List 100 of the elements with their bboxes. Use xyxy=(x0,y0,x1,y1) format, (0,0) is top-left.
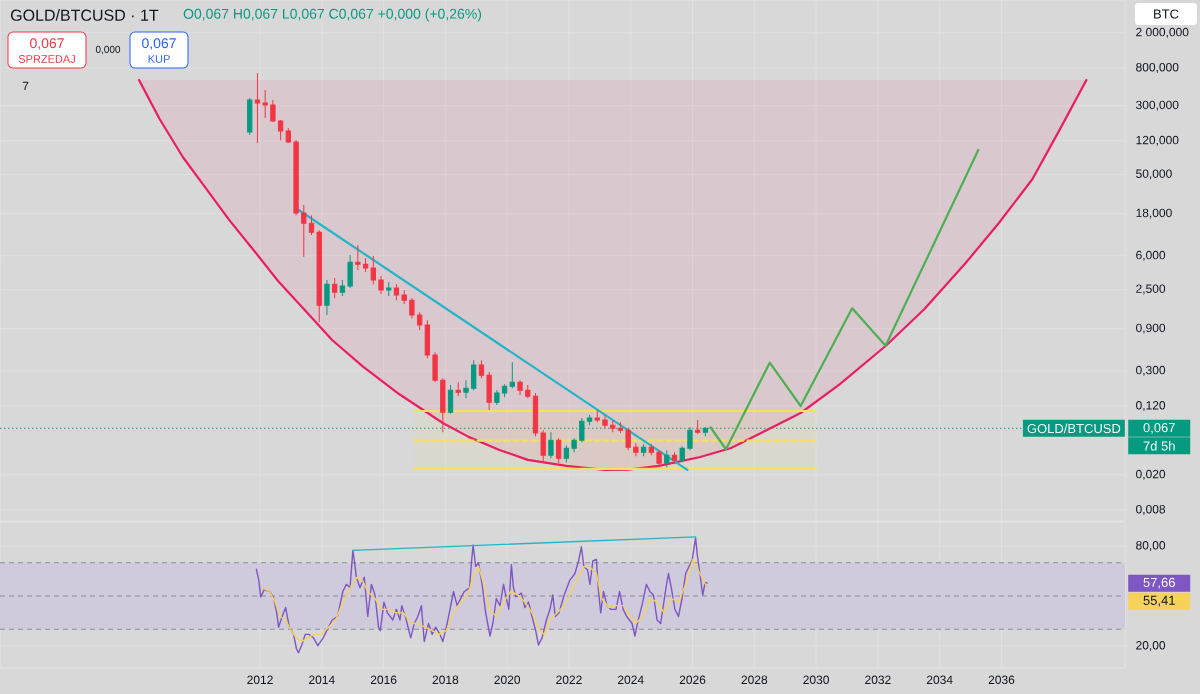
candlestick xyxy=(640,443,647,457)
candlestick xyxy=(486,371,492,411)
candlestick xyxy=(501,383,508,398)
y-tick-label: 2,500 xyxy=(1136,284,1166,295)
y-tick-label: 120,000 xyxy=(1136,135,1179,146)
annotation: 0,000 xyxy=(95,45,121,55)
candlestick xyxy=(610,419,616,433)
candlestick xyxy=(571,437,577,453)
x-tick-label: 2018 xyxy=(432,675,459,685)
candlestick xyxy=(347,254,353,289)
candlestick xyxy=(687,426,693,451)
candlestick xyxy=(633,442,639,457)
candlestick xyxy=(424,319,431,359)
text: 7d 5h xyxy=(1143,440,1175,451)
y-tick-label: 0,008 xyxy=(1136,505,1166,515)
x-tick-label: 2024 xyxy=(617,675,644,685)
x-tick-label: 2026 xyxy=(679,675,706,685)
candlestick xyxy=(656,449,662,468)
candlestick xyxy=(285,127,291,144)
candlestick xyxy=(617,421,624,434)
candlestick xyxy=(316,229,322,323)
candlestick xyxy=(262,89,268,119)
candlestick xyxy=(440,377,446,433)
candlestick xyxy=(293,139,299,216)
y-tick-label: 0,900 xyxy=(1136,323,1166,334)
line-series xyxy=(255,537,708,654)
candlestick xyxy=(355,244,361,271)
line-series xyxy=(709,148,980,451)
candlestick xyxy=(563,444,570,463)
ref-line-label: GOLD/BTCUSD xyxy=(1027,423,1121,434)
y-tick-label: 0,120 xyxy=(1136,401,1166,411)
y-tick-label: 18,000 xyxy=(1136,208,1172,219)
y-tick-label: 300,000 xyxy=(1136,100,1179,111)
annotation: 0,067 xyxy=(30,38,64,50)
candlestick xyxy=(270,99,276,123)
y-tick-label: 80,00 xyxy=(1136,541,1166,551)
candlestick xyxy=(308,214,315,236)
chart-title: GOLD/BTCUSD · 1T xyxy=(11,9,159,21)
y-tick-label: 2 000,000 xyxy=(1136,27,1189,38)
candlestick xyxy=(594,409,600,423)
candlestick xyxy=(679,445,685,463)
annotation: KUP xyxy=(148,55,170,63)
x-tick-label: 2022 xyxy=(556,675,582,685)
candlestick xyxy=(277,119,284,141)
x-tick-label: 2036 xyxy=(988,675,1015,685)
candlestick xyxy=(409,297,415,319)
line-series xyxy=(261,558,708,643)
x-tick-label: 2020 xyxy=(494,675,521,685)
candlestick xyxy=(548,431,554,459)
candlestick xyxy=(393,283,400,301)
candlestick xyxy=(494,389,500,406)
text: 55,41 xyxy=(1143,595,1175,607)
candlestick xyxy=(648,443,654,456)
x-tick-label: 2016 xyxy=(370,675,397,685)
candlestick xyxy=(324,279,330,316)
candlestick xyxy=(362,257,369,273)
candlestick xyxy=(525,384,531,399)
candlestick xyxy=(386,281,392,297)
y-tick-label: 800,000 xyxy=(1136,63,1179,73)
text: 57,66 xyxy=(1143,577,1175,589)
y-tick-label: 6,000 xyxy=(1136,250,1166,261)
candlestick xyxy=(254,72,261,144)
candlestick xyxy=(517,379,523,396)
text: O0,067 H0,067 L0,067 C0,067 +0,000 (+0,26%) xyxy=(183,8,482,22)
candlestick xyxy=(602,414,608,429)
x-tick-label: 2032 xyxy=(865,675,891,685)
candlestick xyxy=(463,379,469,399)
annotation: SPRZEDAJ xyxy=(18,55,75,63)
candlestick xyxy=(332,277,338,299)
y-tick-label: 20,00 xyxy=(1136,641,1166,651)
text: 0,067 xyxy=(1143,423,1175,434)
candlestick xyxy=(432,351,438,383)
x-tick-label: 2028 xyxy=(741,675,768,685)
candlestick xyxy=(671,451,678,465)
annotation: 0,067 xyxy=(142,38,176,50)
candlestick xyxy=(370,255,376,285)
candlestick xyxy=(247,97,253,136)
candlestick xyxy=(339,279,346,297)
x-tick-label: 2014 xyxy=(309,675,335,685)
candlestick xyxy=(401,289,407,305)
candlestick xyxy=(471,359,477,391)
y-axis-title: BTC xyxy=(1154,9,1179,19)
y-tick-label: 50,000 xyxy=(1136,169,1172,180)
candlestick xyxy=(509,361,515,389)
candlestick xyxy=(625,427,631,451)
candlestick xyxy=(556,437,562,464)
y-tick-label: 0,300 xyxy=(1136,365,1166,376)
candlestick xyxy=(664,449,670,468)
candlestick xyxy=(455,381,461,397)
candlestick xyxy=(586,414,593,426)
y-tick-label: 0,020 xyxy=(1136,469,1166,480)
candlestick xyxy=(378,275,384,295)
x-tick-label: 2034 xyxy=(926,675,953,685)
candlestick xyxy=(478,359,485,379)
candlestick xyxy=(416,311,423,331)
candlestick xyxy=(301,204,307,258)
candlestick xyxy=(540,429,546,464)
annotation: 7 xyxy=(22,81,29,91)
candlestick xyxy=(695,419,701,435)
x-tick-label: 2030 xyxy=(803,675,829,685)
